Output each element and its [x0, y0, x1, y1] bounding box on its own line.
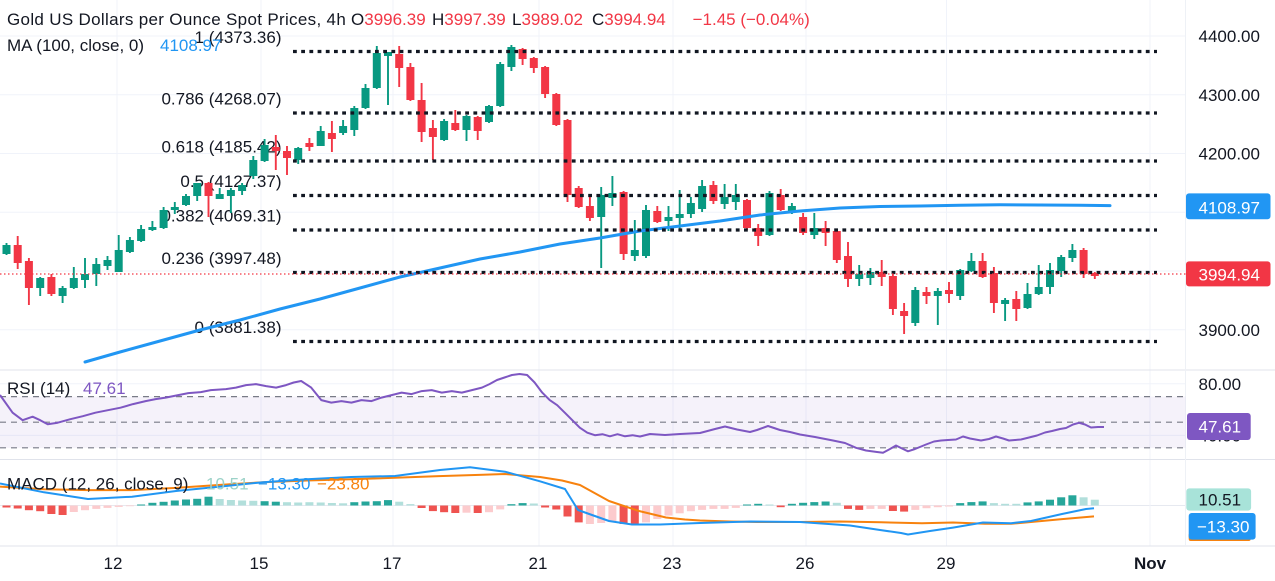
svg-text:4300.00: 4300.00	[1199, 86, 1260, 105]
svg-text:−23.80: −23.80	[317, 475, 369, 494]
svg-text:21: 21	[529, 554, 548, 573]
svg-text:−13.30: −13.30	[258, 475, 310, 494]
svg-text:23: 23	[663, 554, 682, 573]
svg-text:−13.30: −13.30	[1197, 517, 1249, 536]
svg-text:H3997.39: H3997.39	[432, 10, 506, 29]
svg-text:1 (4373.36): 1 (4373.36)	[195, 28, 282, 47]
svg-text:29: 29	[937, 554, 956, 573]
svg-text:0.618 (4185.42): 0.618 (4185.42)	[161, 138, 281, 157]
svg-text:MA (100, close, 0) 4108.97: MA (100, close, 0) 4108.97	[7, 36, 221, 55]
svg-text:Nov: Nov	[1134, 554, 1167, 573]
svg-text:RSI (14) 47.61: RSI (14) 47.61	[7, 379, 126, 398]
svg-text:17: 17	[383, 554, 402, 573]
svg-text:3994.94: 3994.94	[1199, 265, 1260, 284]
svg-text:0.786 (4268.07): 0.786 (4268.07)	[161, 90, 281, 109]
svg-text:10.51: 10.51	[206, 475, 249, 494]
svg-text:80.00: 80.00	[1199, 375, 1242, 394]
svg-text:15: 15	[250, 554, 269, 573]
svg-text:L3989.02: L3989.02	[512, 10, 583, 29]
svg-text:O3996.39: O3996.39	[351, 10, 426, 29]
svg-text:4200.00: 4200.00	[1199, 145, 1260, 164]
svg-text:C3994.94: C3994.94	[592, 10, 666, 29]
svg-text:47.61: 47.61	[1199, 418, 1242, 437]
svg-text:MACD (12, 26, close, 9): MACD (12, 26, close, 9)	[7, 475, 188, 494]
svg-text:4400.00: 4400.00	[1199, 27, 1260, 46]
svg-text:26: 26	[796, 554, 815, 573]
svg-text:4108.97: 4108.97	[1199, 198, 1260, 217]
svg-text:12: 12	[104, 554, 123, 573]
svg-text:−1.45 (−0.04%): −1.45 (−0.04%)	[693, 10, 810, 29]
svg-text:0.382 (4069.31): 0.382 (4069.31)	[161, 207, 281, 226]
svg-text:0.236 (3997.48): 0.236 (3997.48)	[161, 249, 281, 268]
svg-text:0 (3881.38): 0 (3881.38)	[195, 318, 282, 337]
svg-text:10.51: 10.51	[1199, 491, 1242, 510]
svg-text:Gold US Dollars per Ounce Spot: Gold US Dollars per Ounce Spot Prices, 4…	[7, 10, 346, 29]
svg-text:3900.00: 3900.00	[1199, 321, 1260, 340]
